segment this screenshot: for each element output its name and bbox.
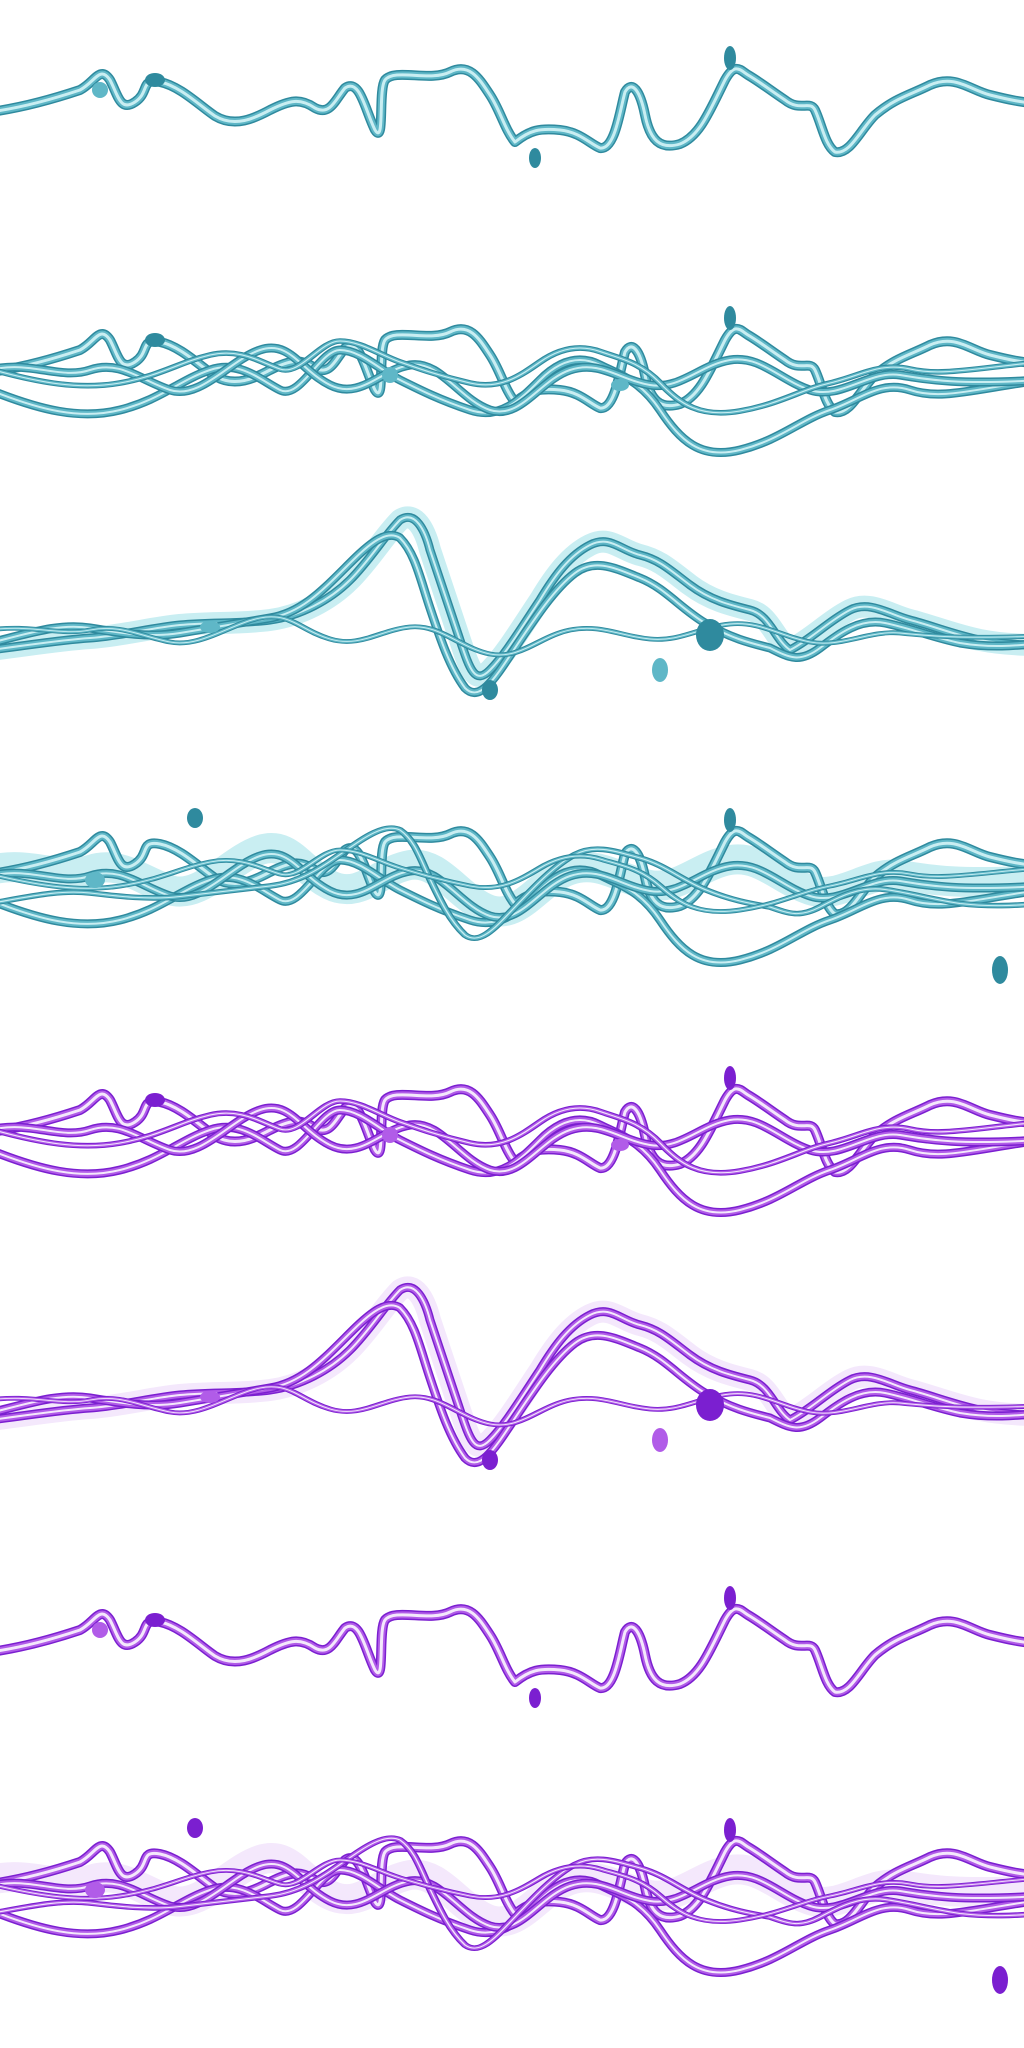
squiggle-strip — [0, 46, 1024, 168]
ink-drip — [187, 1818, 203, 1838]
ink-drip — [145, 1093, 165, 1107]
squiggle-strip — [0, 517, 1024, 700]
squiggle-strip — [0, 1586, 1024, 1708]
ink-drip — [200, 1391, 220, 1403]
ink-drip — [145, 73, 165, 87]
ink-drip — [611, 379, 629, 391]
ink-drip — [611, 1139, 629, 1151]
ink-drip — [529, 1688, 541, 1708]
ink-drip — [724, 1066, 736, 1090]
ink-drip — [724, 808, 736, 832]
ink-drip — [652, 658, 668, 682]
ink-drip — [382, 367, 398, 383]
ink-drip — [992, 1966, 1008, 1994]
ink-drip — [85, 1882, 105, 1898]
ink-drip — [482, 680, 498, 700]
ink-drip — [187, 808, 203, 828]
ink-drip — [382, 1127, 398, 1143]
ink-drip — [92, 1622, 108, 1638]
ink-drip — [145, 333, 165, 347]
squiggle-strip — [0, 1066, 1024, 1213]
ink-drip — [529, 148, 541, 168]
ink-drip — [696, 619, 724, 651]
ink-drip — [724, 1586, 736, 1610]
ink-drip — [482, 1450, 498, 1470]
squiggle-strip — [0, 1818, 1024, 1994]
ink-drip — [200, 621, 220, 633]
ink-drip — [724, 46, 736, 70]
squiggle-strip — [0, 306, 1024, 453]
ink-drip — [652, 1428, 668, 1452]
squiggle-strip — [0, 808, 1024, 984]
ink-drip — [696, 1389, 724, 1421]
squiggle-strip — [0, 1287, 1024, 1470]
ink-drip — [724, 306, 736, 330]
ink-drip — [724, 1818, 736, 1842]
ink-drip — [85, 872, 105, 888]
ink-drip — [992, 956, 1008, 984]
ink-drip — [145, 1613, 165, 1627]
ink-drip — [92, 82, 108, 98]
